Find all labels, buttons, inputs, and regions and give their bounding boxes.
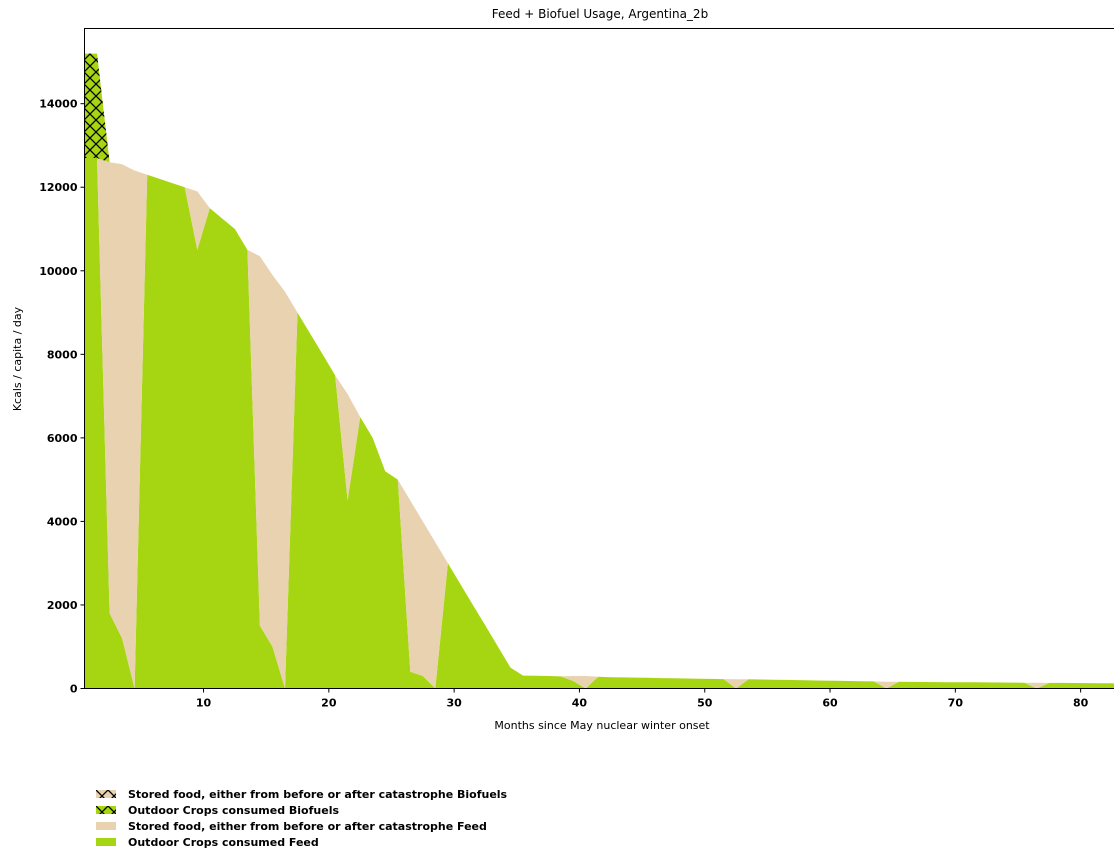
x-tick-label: 40: [572, 697, 588, 710]
area-outdoor-feed: [85, 158, 1114, 689]
legend-swatch-stored-feed: [96, 822, 116, 830]
y-axis: 0 2000 4000 6000 8000 10000 12000 14000: [39, 98, 84, 696]
x-tick-label: 60: [822, 697, 838, 710]
x-axis: 10 20 30 40 50 60 70 80: [196, 689, 1089, 710]
y-tick-label: 10000: [39, 265, 78, 278]
legend-label: Stored food, either from before or after…: [128, 820, 487, 833]
legend-label: Stored food, either from before or after…: [128, 788, 507, 801]
x-tick-label: 20: [321, 697, 337, 710]
area-layers: [85, 54, 1114, 689]
x-tick-label: 70: [948, 697, 964, 710]
legend-item-outdoor-feed: Outdoor Crops consumed Feed: [96, 834, 507, 850]
legend-swatch-outdoor-feed: [96, 838, 116, 846]
x-tick-label: 30: [446, 697, 462, 710]
legend: Stored food, either from before or after…: [96, 786, 507, 850]
legend-item-stored-biofuels: Stored food, either from before or after…: [96, 786, 507, 802]
x-tick-label: 10: [196, 697, 212, 710]
y-tick-label: 12000: [39, 181, 78, 194]
y-tick-label: 6000: [47, 432, 78, 445]
legend-label: Outdoor Crops consumed Biofuels: [128, 804, 339, 817]
legend-label: Outdoor Crops consumed Feed: [128, 836, 319, 849]
y-tick-label: 4000: [47, 515, 78, 528]
y-tick-label: 0: [70, 683, 78, 696]
legend-swatch-stored-biofuels: [96, 790, 116, 798]
y-tick-label: 8000: [47, 348, 78, 361]
legend-item-outdoor-biofuels: Outdoor Crops consumed Biofuels: [96, 802, 507, 818]
x-axis-label: Months since May nuclear winter onset: [494, 719, 710, 732]
y-axis-label: Kcals / capita / day: [11, 306, 24, 411]
y-tick-label: 2000: [47, 599, 78, 612]
legend-swatch-outdoor-biofuels: [96, 806, 116, 814]
x-tick-label: 80: [1073, 697, 1089, 710]
x-tick-label: 50: [697, 697, 713, 710]
legend-item-stored-feed: Stored food, either from before or after…: [96, 818, 507, 834]
y-tick-label: 14000: [39, 98, 78, 111]
chart-title: Feed + Biofuel Usage, Argentina_2b: [492, 7, 708, 21]
